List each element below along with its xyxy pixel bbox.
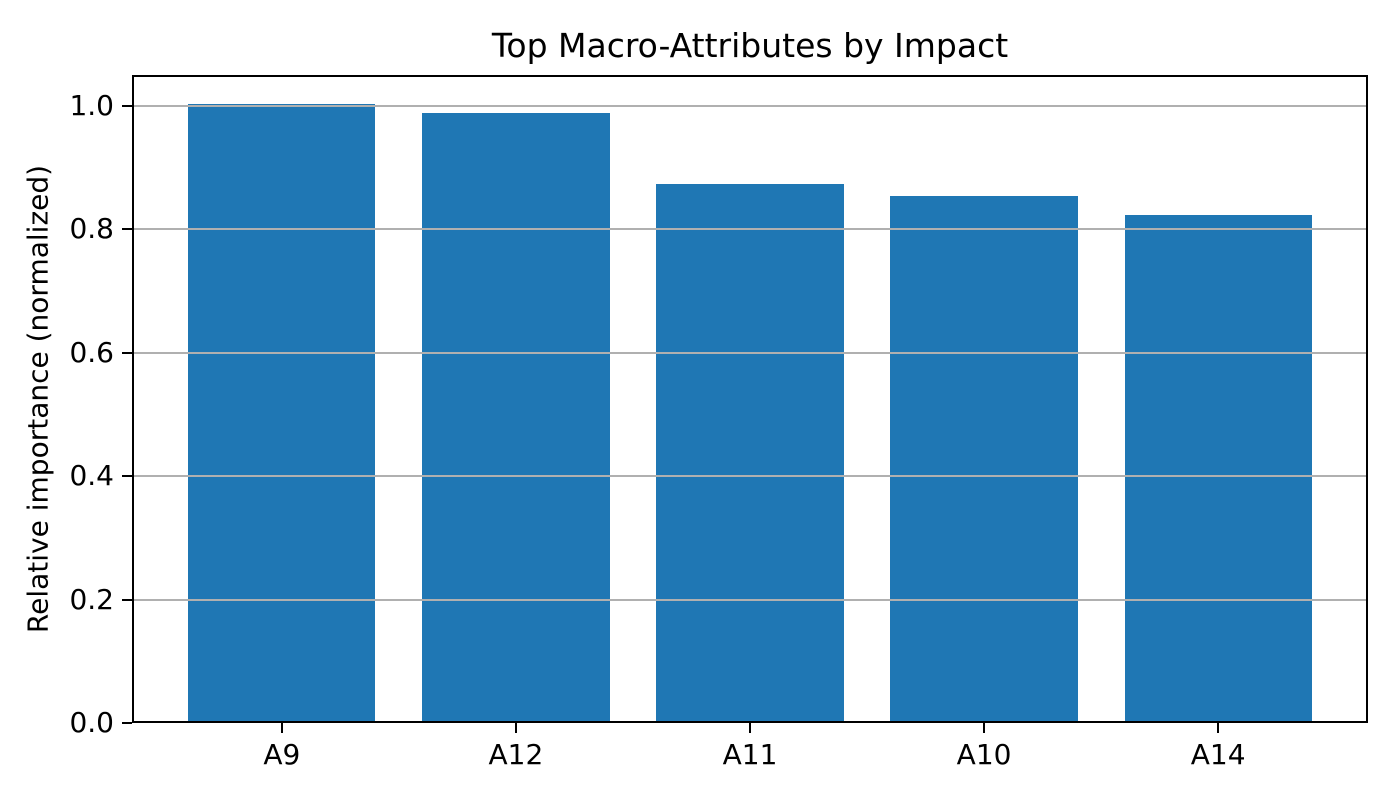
gridline-y-0.4: [134, 475, 1366, 478]
x-tick-mark: [1217, 723, 1220, 733]
bar-A10: [890, 196, 1078, 721]
y-tick-label: 0.2: [69, 582, 114, 616]
plot-area: [132, 75, 1368, 723]
x-tick-label: A10: [956, 738, 1012, 771]
y-tick-mark: [122, 228, 132, 231]
x-tick-mark: [749, 723, 751, 733]
x-tick-label: A11: [722, 738, 778, 771]
y-tick-mark: [122, 722, 132, 724]
y-tick-mark: [122, 104, 132, 107]
gridline-y-0.6: [134, 351, 1366, 354]
y-tick-label: 0.6: [69, 335, 114, 369]
x-tick-label: A14: [1190, 738, 1246, 771]
y-tick-mark: [122, 351, 132, 354]
x-tick-mark: [983, 723, 986, 733]
x-tick-mark: [280, 723, 283, 733]
x-tick-label: A12: [488, 738, 544, 771]
y-tick-label: 1.0: [69, 88, 114, 122]
y-tick-label: 0.0: [69, 706, 114, 739]
gridline-y-1: [134, 104, 1366, 107]
bar-A12: [422, 113, 610, 721]
y-tick-label: 0.4: [69, 459, 114, 493]
y-tick-mark: [122, 598, 132, 601]
bar-A14: [1124, 214, 1312, 721]
x-tick-mark: [514, 723, 517, 733]
bar-A11: [656, 184, 844, 721]
bar-A9: [188, 103, 376, 721]
y-tick-mark: [122, 475, 132, 478]
y-tick-label: 0.8: [69, 212, 114, 246]
x-tick-label: A9: [263, 738, 301, 771]
chart-title: Top Macro-Attributes by Impact: [491, 26, 1009, 65]
gridline-y-0.2: [134, 598, 1366, 601]
gridline-y-0.8: [134, 228, 1366, 231]
